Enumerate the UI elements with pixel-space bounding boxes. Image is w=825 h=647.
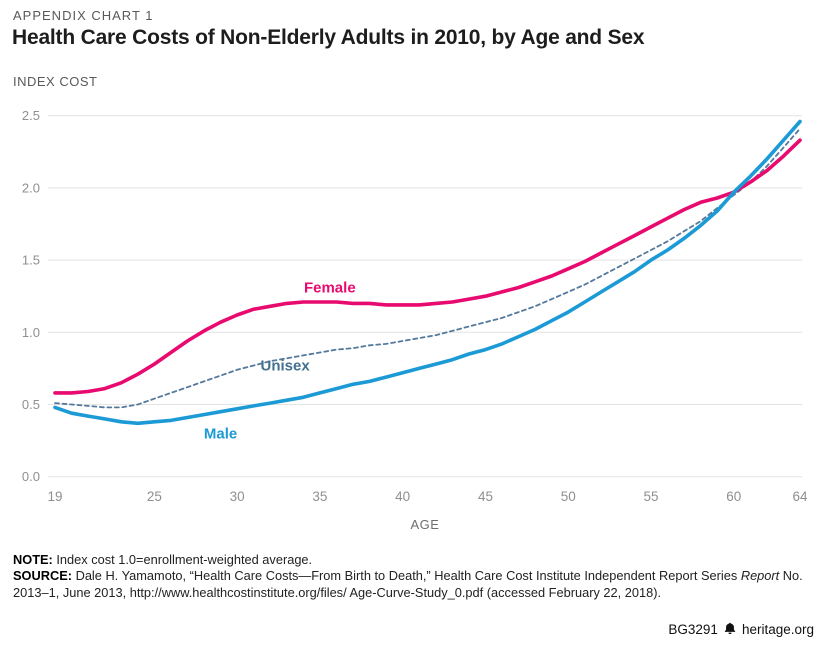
source-text-1: Dale H. Yamamoto, “Health Care Costs—Fro…: [72, 568, 741, 584]
x-tick-label: 64: [793, 489, 809, 504]
footer-site: heritage.org: [741, 621, 814, 637]
x-tick-label: 55: [644, 489, 659, 504]
source-text-italic: Report: [740, 568, 780, 584]
y-tick-label: 0.0: [22, 469, 40, 484]
chart-eyebrow: APPENDIX CHART 1: [13, 8, 154, 23]
series-label-female: Female: [304, 280, 356, 297]
x-tick-label: 30: [230, 489, 245, 504]
series-line-female: [53, 138, 802, 395]
footer: BG3291 heritage.org: [668, 619, 814, 639]
source-text-2: No. 2013–1, June 2013, http://www.health…: [13, 568, 803, 600]
y-tick-label: 1.5: [22, 253, 40, 268]
x-tick-label: 35: [312, 489, 327, 504]
note-line: NOTE: Index cost 1.0=enrollment-weighted…: [13, 552, 815, 568]
x-tick-label: 60: [726, 489, 741, 504]
heritage-bell-icon: [724, 622, 736, 634]
x-tick-label: 45: [478, 489, 493, 504]
series-line-male: [53, 119, 802, 426]
x-tick-label: 50: [561, 489, 576, 504]
series-label-male: Male: [204, 425, 237, 442]
report-id: BG3291: [668, 621, 718, 637]
cost-index-line-chart: 0.0 0.5 1.0 1.5 2.0 2.5 19 25 30 35 40 45 50 55 60 64 AG…: [22, 108, 809, 532]
y-tick-label: 0.5: [22, 397, 40, 412]
series-label-unisex: Unisex: [261, 358, 311, 375]
series-line-unisex: [54, 127, 801, 409]
source-line: SOURCE: Dale H. Yamamoto, “Health Care C…: [13, 568, 815, 601]
x-tick-label: 25: [147, 489, 162, 504]
y-tick-label: 2.0: [22, 180, 40, 195]
x-axis-title: AGE: [411, 517, 440, 532]
note-text: Index cost 1.0=enrollment-weighted avera…: [52, 552, 313, 567]
note-label: NOTE:: [13, 552, 53, 567]
y-tick-label: 1.0: [22, 325, 40, 340]
y-tick-label: 2.5: [22, 108, 40, 123]
note-source-block: NOTE: Index cost 1.0=enrollment-weighted…: [13, 552, 815, 601]
y-axis-title: INDEX COST: [13, 74, 98, 89]
x-tick-label: 19: [47, 489, 62, 504]
source-label: SOURCE:: [13, 568, 73, 584]
page-title: Health Care Costs of Non-Elderly Adults …: [12, 26, 645, 49]
x-tick-label: 40: [395, 489, 410, 504]
